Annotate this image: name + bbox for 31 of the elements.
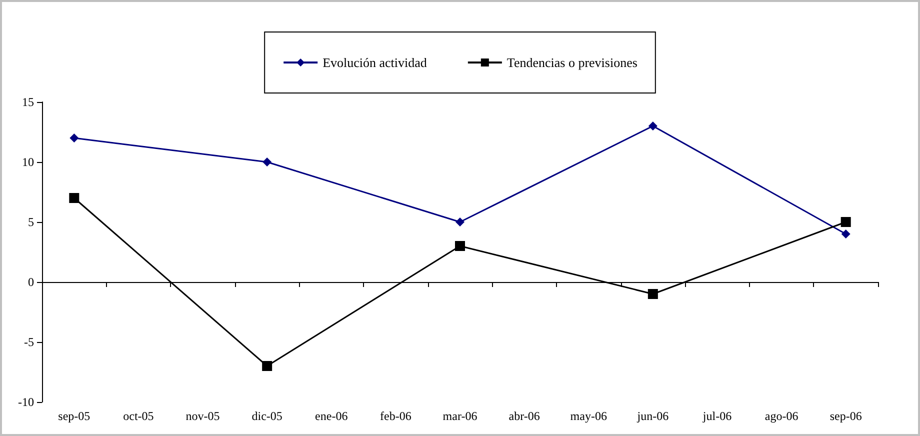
- x-tick-label: ago-06: [764, 409, 798, 423]
- point: [648, 289, 658, 299]
- x-tick-label: jun-06: [636, 409, 669, 423]
- point: [262, 361, 272, 371]
- point: [840, 217, 851, 227]
- x-tick-label: mar-06: [442, 409, 478, 423]
- point: [841, 230, 850, 238]
- y-tick-label: -10: [18, 395, 34, 409]
- y-tick-label: 5: [28, 215, 34, 229]
- y-tick-label: 15: [22, 95, 34, 109]
- point: [262, 158, 272, 166]
- x-tick-label: jul-06: [702, 409, 732, 423]
- x-tick-label: abr-06: [508, 409, 540, 423]
- x-tick-label: dic-05: [252, 409, 282, 423]
- point: [648, 122, 658, 130]
- x-tick-label: ene-06: [315, 409, 348, 423]
- legend-label: Evolución actividad: [322, 55, 428, 70]
- y-tick-label: 0: [28, 275, 34, 289]
- x-tick-label: nov-05: [186, 409, 220, 423]
- point: [69, 193, 80, 203]
- x-tick-label: may-06: [570, 409, 607, 423]
- y-tick-label: -5: [24, 335, 34, 349]
- x-tick-label: feb-06: [380, 409, 412, 423]
- point: [456, 218, 464, 226]
- y-tick-label: 10: [22, 155, 34, 169]
- legend-label: Tendencias o previsiones: [506, 55, 638, 70]
- point: [70, 134, 79, 142]
- x-tick-label: sep-06: [830, 409, 862, 423]
- x-tick-label: oct-05: [123, 409, 154, 423]
- point: [455, 241, 465, 251]
- x-tick-label: sep-05: [58, 409, 90, 423]
